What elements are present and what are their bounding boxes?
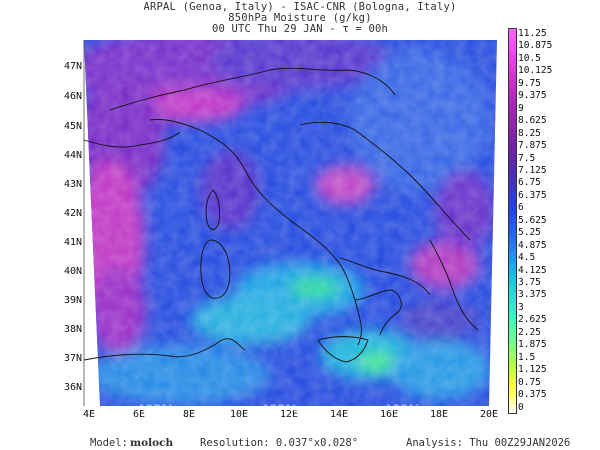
colorbar-label: 8.25 (518, 127, 541, 139)
lon-label: 6E (132, 409, 146, 420)
watermark: ARPAL (262, 404, 300, 414)
lat-label: 40N (63, 266, 82, 277)
colorbar-label: 0.375 (518, 389, 547, 401)
colorbar-label: 5.25 (518, 227, 541, 239)
colorbar-label: 4.5 (518, 252, 536, 264)
lat-label: 42N (63, 208, 82, 219)
colorbar-label: 6.75 (518, 177, 541, 189)
lat-label: 38N (63, 324, 82, 335)
colorbar-label: 8.625 (518, 115, 547, 127)
colorbar-label: 0 (518, 401, 524, 413)
colorbar-label: 1.5 (518, 351, 536, 363)
lat-label: 47N (63, 61, 82, 72)
colorbar-label: 7.125 (518, 164, 547, 176)
model-value: moloch (130, 437, 174, 449)
lon-label: 4E (82, 409, 96, 420)
colorbar-label: 7.5 (518, 152, 536, 164)
lat-label: 36N (63, 382, 82, 393)
coastlines (83, 67, 479, 363)
lon-label: 8E (182, 409, 196, 420)
colorbar-label: 5.625 (518, 214, 547, 226)
colorbar-label: 10.5 (518, 52, 541, 64)
header-time: 00 UTC Thu 29 JAN - τ = 00h (211, 23, 389, 35)
colorbar-label: 7.875 (518, 140, 547, 152)
lat-label: 41N (63, 237, 82, 248)
lat-label: 45N (63, 121, 82, 132)
lat-label: 44N (63, 150, 82, 161)
analysis-text: Analysis: Thu 00Z29JAN2026 (406, 437, 571, 449)
colorbar-label: 3.375 (518, 289, 547, 301)
lon-label: 12E (279, 409, 299, 420)
lon-label: 14E (329, 409, 349, 420)
colorbar-label: 11.25 (518, 28, 547, 39)
colorbar (508, 28, 517, 414)
watermark: ARPAL (138, 404, 176, 414)
colorbar-label: 1.875 (518, 339, 547, 351)
lat-label: 43N (63, 179, 82, 190)
colorbar-label: 1.125 (518, 364, 547, 376)
colorbar-label: 6 (518, 202, 524, 214)
lat-label: 37N (63, 353, 82, 364)
colorbar-label: 6.375 (518, 189, 547, 201)
colorbar-label: 4.125 (518, 264, 547, 276)
colorbar-label: 10.875 (518, 40, 553, 52)
watermark: ARPAL (385, 404, 423, 414)
colorbar-label: 3.75 (518, 277, 541, 288)
lat-label: 39N (63, 295, 82, 306)
colorbar-label: 2.625 (518, 314, 547, 326)
lon-label: 16E (379, 409, 399, 420)
lon-label: 18E (429, 409, 449, 420)
lon-label: 20E (479, 409, 499, 420)
model-label: Model: (90, 437, 128, 449)
resolution-text: Resolution: 0.037°x0.028° (200, 437, 359, 449)
lat-label: 46N (63, 91, 82, 102)
moisture-field (84, 40, 497, 406)
colorbar-label: 9 (518, 102, 524, 114)
header-title: ARPAL (Genoa, Italy) - ISAC-CNR (Bologna… (143, 1, 457, 13)
colorbar-label: 0.75 (518, 376, 541, 388)
lon-label: 10E (229, 409, 249, 420)
colorbar-label: 10.125 (518, 65, 553, 77)
colorbar-label: 4.875 (518, 239, 547, 251)
header-field: 850hPa Moisture (g/kg) (228, 12, 372, 24)
colorbar-label: 3 (518, 301, 524, 313)
colorbar-label: 2.25 (518, 326, 541, 338)
colorbar-label: 9.375 (518, 90, 547, 102)
colorbar-label: 9.75 (518, 77, 541, 89)
